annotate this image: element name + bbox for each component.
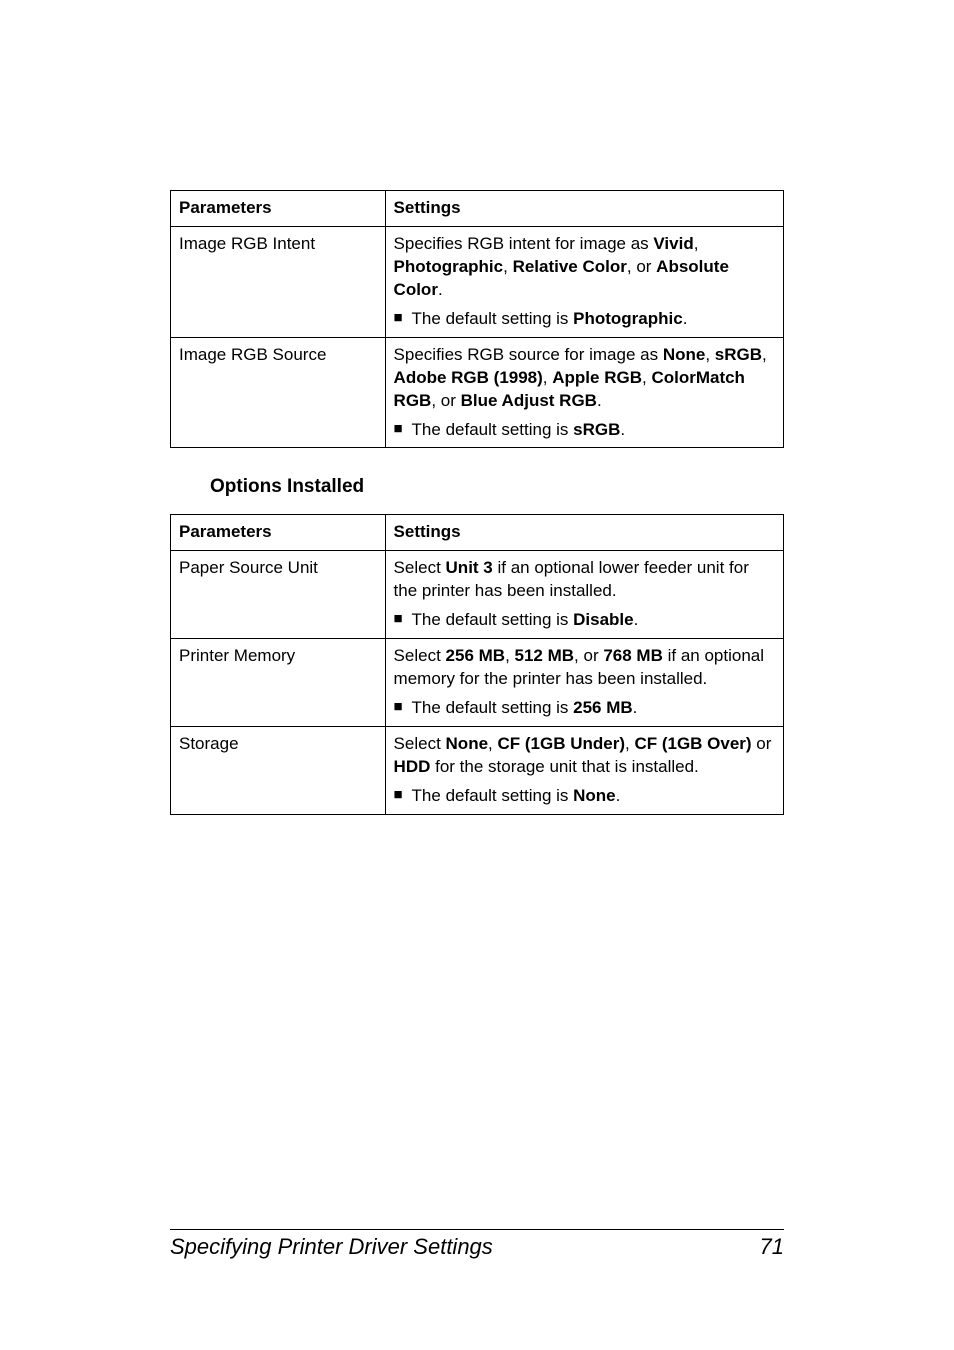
default-setting-bullet: ■The default setting is Photographic. <box>394 308 775 331</box>
options-installed-table: Parameters Settings Paper Source UnitSel… <box>170 514 784 814</box>
table-row: Paper Source UnitSelect Unit 3 if an opt… <box>171 551 784 639</box>
table-row: Image RGB IntentSpecifies RGB intent for… <box>171 226 784 337</box>
bullet-icon: ■ <box>394 419 412 439</box>
settings-cell: Select 256 MB, 512 MB, or 768 MB if an o… <box>385 639 783 727</box>
bullet-text: The default setting is Photographic. <box>412 308 775 331</box>
default-setting-bullet: ■The default setting is sRGB. <box>394 419 775 442</box>
param-cell: Paper Source Unit <box>171 551 386 639</box>
settings-cell: Specifies RGB intent for image as Vivid,… <box>385 226 783 337</box>
settings-description: Select 256 MB, 512 MB, or 768 MB if an o… <box>394 645 775 691</box>
bullet-text: The default setting is sRGB. <box>412 419 775 442</box>
settings-description: Specifies RGB source for image as None, … <box>394 344 775 413</box>
settings-cell: Specifies RGB source for image as None, … <box>385 337 783 448</box>
settings-description: Select None, CF (1GB Under), CF (1GB Ove… <box>394 733 775 779</box>
settings-description: Specifies RGB intent for image as Vivid,… <box>394 233 775 302</box>
options-installed-heading: Options Installed <box>210 476 784 498</box>
default-setting-bullet: ■The default setting is 256 MB. <box>394 697 775 720</box>
table-row: Image RGB SourceSpecifies RGB source for… <box>171 337 784 448</box>
bullet-text: The default setting is Disable. <box>412 609 775 632</box>
header-parameters: Parameters <box>171 515 386 551</box>
param-cell: Image RGB Intent <box>171 226 386 337</box>
default-setting-bullet: ■The default setting is Disable. <box>394 609 775 632</box>
bullet-icon: ■ <box>394 697 412 717</box>
bullet-text: The default setting is None. <box>412 785 775 808</box>
header-parameters: Parameters <box>171 191 386 227</box>
settings-description: Select Unit 3 if an optional lower feede… <box>394 557 775 603</box>
color-matching-table: Parameters Settings Image RGB IntentSpec… <box>170 190 784 448</box>
settings-cell: Select Unit 3 if an optional lower feede… <box>385 551 783 639</box>
footer-page-number: 71 <box>760 1234 784 1260</box>
page-footer: Specifying Printer Driver Settings 71 <box>170 1229 784 1260</box>
table-row: Printer MemorySelect 256 MB, 512 MB, or … <box>171 639 784 727</box>
default-setting-bullet: ■The default setting is None. <box>394 785 775 808</box>
settings-cell: Select None, CF (1GB Under), CF (1GB Ove… <box>385 727 783 815</box>
header-settings: Settings <box>385 515 783 551</box>
bullet-icon: ■ <box>394 785 412 805</box>
bullet-icon: ■ <box>394 609 412 629</box>
param-cell: Image RGB Source <box>171 337 386 448</box>
param-cell: Storage <box>171 727 386 815</box>
table-header-row: Parameters Settings <box>171 515 784 551</box>
table-row: StorageSelect None, CF (1GB Under), CF (… <box>171 727 784 815</box>
bullet-icon: ■ <box>394 308 412 328</box>
table-header-row: Parameters Settings <box>171 191 784 227</box>
header-settings: Settings <box>385 191 783 227</box>
bullet-text: The default setting is 256 MB. <box>412 697 775 720</box>
param-cell: Printer Memory <box>171 639 386 727</box>
footer-title: Specifying Printer Driver Settings <box>170 1234 493 1260</box>
page: Parameters Settings Image RGB IntentSpec… <box>0 0 954 1350</box>
